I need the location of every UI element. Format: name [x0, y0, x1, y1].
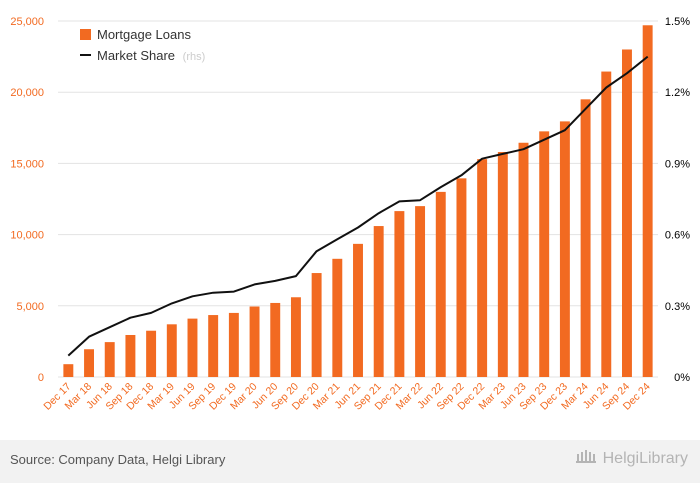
bar — [518, 142, 529, 377]
bar — [270, 302, 281, 377]
bar — [539, 131, 550, 377]
market-share-line — [67, 55, 649, 357]
bar — [642, 25, 653, 377]
legend-swatch-mortgage-loans — [80, 29, 91, 40]
left-tick-label: 10,000 — [10, 230, 44, 242]
legend-label-market-share: Market Share (rhs) — [97, 48, 205, 63]
legend: Mortgage Loans Market Share (rhs) — [80, 27, 205, 63]
left-tick-label: 20,000 — [10, 87, 44, 99]
source-text: Source: Company Data, Helgi Library — [10, 452, 226, 467]
bar — [415, 206, 426, 377]
right-tick-label: 0% — [674, 372, 690, 384]
left-tick-label: 15,000 — [10, 158, 44, 170]
bar — [559, 121, 570, 377]
legend-label-market-share-text: Market Share — [97, 48, 175, 63]
bar — [311, 273, 322, 377]
right-tick-label: 0.3% — [665, 301, 690, 313]
right-tick-label: 0.9% — [665, 158, 690, 170]
left-axis-ticks: 0 5,000 10,000 15,000 20,000 25,000 — [10, 16, 44, 384]
chart-svg: 0 5,000 10,000 15,000 20,000 25,000 0% 0.3% 0.6… — [10, 16, 690, 413]
bar — [373, 226, 384, 377]
bar — [580, 99, 591, 377]
bar — [497, 152, 508, 377]
bar — [187, 318, 198, 377]
bar — [394, 211, 405, 377]
bar — [332, 258, 343, 377]
bar — [84, 349, 94, 377]
left-tick-label: 25,000 — [10, 16, 44, 28]
bar — [166, 324, 177, 377]
bar — [208, 315, 219, 377]
bar — [146, 330, 157, 377]
bar — [622, 49, 632, 377]
bar — [456, 178, 467, 377]
right-axis-ticks: 0% 0.3% 0.6% 0.9% 1.2% 1.5% — [665, 16, 690, 384]
bar — [601, 71, 612, 377]
bar — [435, 191, 446, 377]
logo-text: HelgiLibrary — [602, 449, 688, 467]
bar — [290, 297, 301, 377]
bar — [353, 243, 363, 377]
line-series — [67, 55, 649, 357]
right-tick-label: 1.2% — [665, 87, 690, 99]
legend-label-market-share-suffix: (rhs) — [183, 51, 206, 63]
library-building-icon — [575, 448, 597, 469]
grid-lines — [58, 20, 658, 378]
bar-series — [63, 25, 653, 377]
right-tick-label: 1.5% — [665, 16, 690, 28]
bar — [249, 306, 260, 377]
bar — [125, 334, 136, 377]
left-tick-label: 0 — [38, 372, 44, 384]
legend-label-mortgage-loans: Mortgage Loans — [97, 27, 191, 42]
bar — [63, 364, 74, 377]
right-tick-label: 0.6% — [665, 230, 690, 242]
bar — [228, 312, 239, 377]
helgi-library-logo[interactable]: HelgiLibrary — [575, 448, 688, 469]
bar — [104, 342, 115, 377]
bar — [477, 159, 488, 377]
left-tick-label: 5,000 — [16, 301, 44, 313]
